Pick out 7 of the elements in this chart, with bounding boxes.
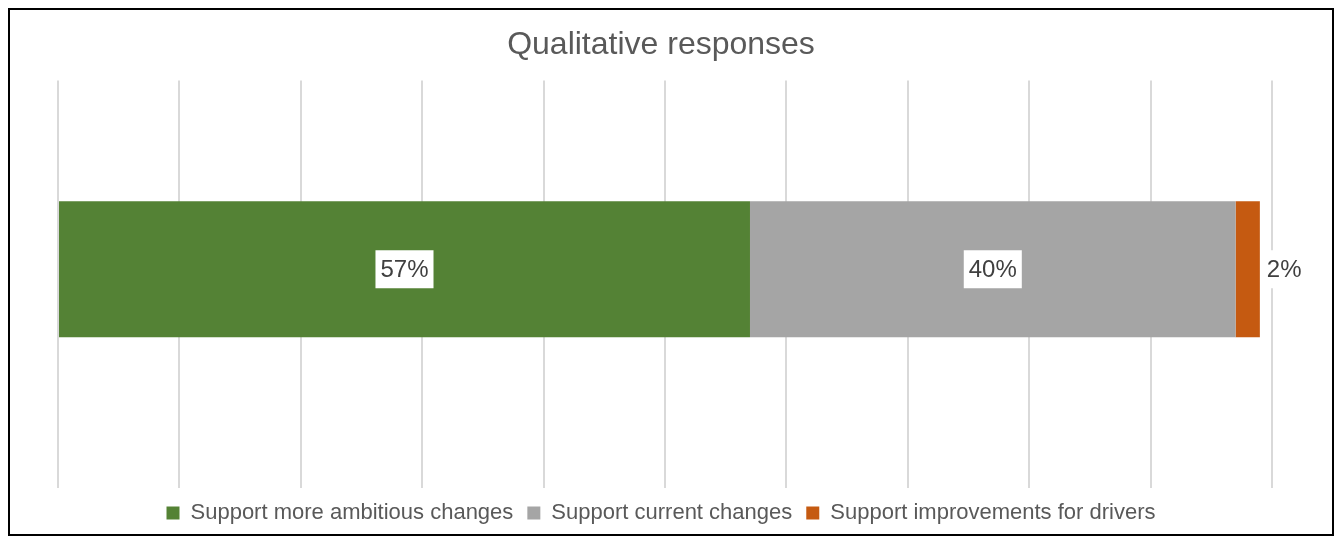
data-label: 2%: [1266, 254, 1302, 282]
legend-label: Support current changes: [551, 499, 793, 525]
legend-label: Support more ambitious changes: [190, 499, 514, 525]
data-label: 57%: [380, 254, 429, 282]
data-label: 40%: [968, 254, 1017, 282]
chart-title: Qualitative responses: [507, 25, 815, 62]
legend-label: Support improvements for drivers: [830, 499, 1156, 525]
